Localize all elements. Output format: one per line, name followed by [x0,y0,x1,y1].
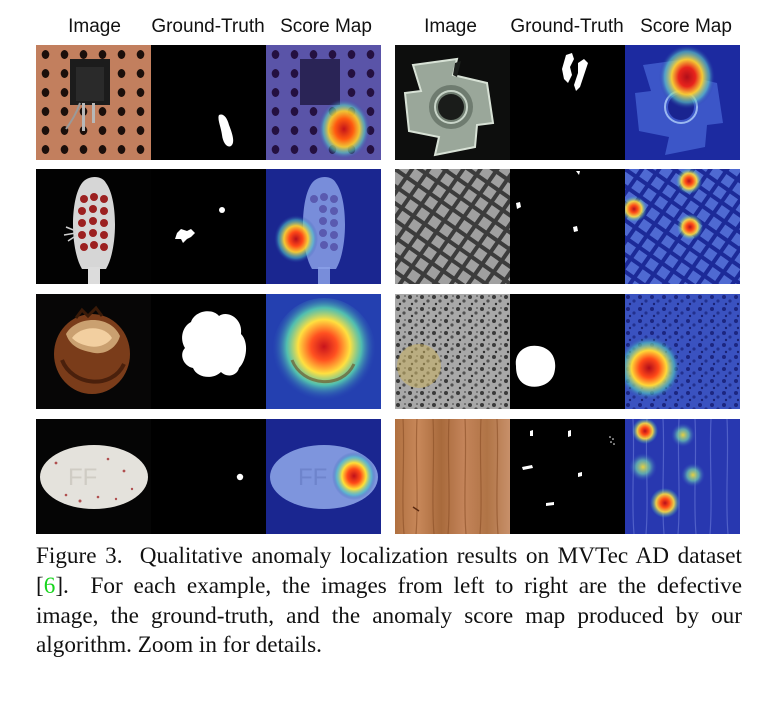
toothbrush-ground-truth [151,169,266,284]
header-image-right: Image [424,16,477,37]
caption-text-after-ref: ]. For each example, the images from lef… [36,572,748,659]
header-ground-truth-right: Ground-Truth [510,16,624,37]
tile-defective-image [395,294,510,409]
caption-text-before-ref: Qualitative anomaly localization results… [36,543,748,599]
svg-text:FF: FF [68,464,97,491]
hazelnut-score-map [266,294,381,409]
tile-score-map [625,294,740,409]
transistor-score-map [266,45,381,160]
grid-defective-image [395,169,510,284]
grid-score-map [625,169,740,284]
header-ground-truth-left: Ground-Truth [151,16,265,37]
transistor-ground-truth [151,45,266,160]
caption-label: Figure 3. [36,543,123,569]
wood-defective-image [395,419,510,534]
header-score-map-left: Score Map [280,16,372,37]
header-image-left: Image [68,16,121,37]
reference-link[interactable]: 6 [43,572,56,599]
hazelnut-defective-image [36,294,151,409]
transistor-defective-image [36,45,151,160]
hazelnut-ground-truth [151,294,266,409]
wood-score-map [625,419,740,534]
metal-nut-defective-image [395,45,510,160]
figure-caption: Figure 3. Qualitative anomaly localizati… [36,542,742,661]
pill-score-map: FF [266,419,381,534]
toothbrush-score-map [266,169,381,284]
header-score-map-right: Score Map [640,16,732,37]
svg-text:FF: FF [298,464,327,491]
grid-ground-truth [510,169,625,284]
tile-ground-truth [510,294,625,409]
wood-ground-truth [510,419,625,534]
metal-nut-score-map [625,45,740,160]
pill-ground-truth [151,419,266,534]
toothbrush-defective-image [36,169,151,284]
pill-defective-image: FF [36,419,151,534]
metal-nut-ground-truth [510,45,625,160]
